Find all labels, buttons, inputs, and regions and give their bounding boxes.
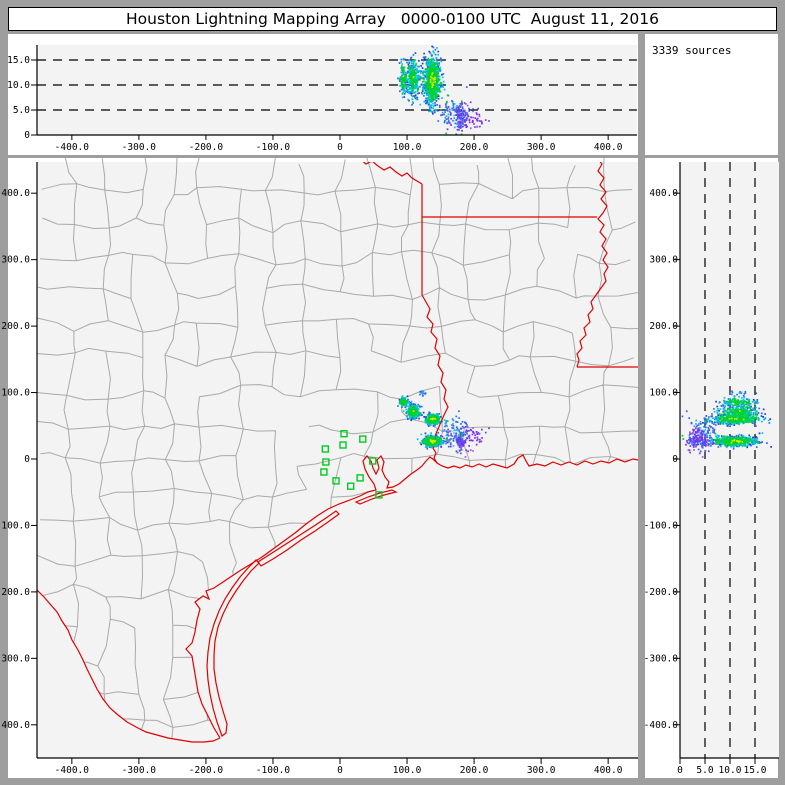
map-x-tick-label: -100.0 xyxy=(256,765,291,776)
axes-layer xyxy=(36,45,779,759)
ew-x-tick-label: -400.0 xyxy=(55,142,90,153)
ns-y-tick-label: 0 xyxy=(672,454,678,465)
map-x-tick-label: -300.0 xyxy=(122,765,157,776)
station-marker xyxy=(320,468,328,476)
station-marker xyxy=(332,477,340,485)
ew-x-tick-label: -300.0 xyxy=(122,142,157,153)
ew-altitude-plot-area xyxy=(37,45,637,135)
altitude-gridlines xyxy=(37,59,756,758)
ticks-layer xyxy=(31,59,756,764)
map-y-tick-label: 300.0 xyxy=(1,255,30,266)
lightning-points xyxy=(681,398,759,447)
ns-x-tick-label: 0 xyxy=(677,765,683,776)
ew-x-tick-label: 200.0 xyxy=(460,142,489,153)
lightning-points xyxy=(398,45,444,115)
map-x-tick-label: 100.0 xyxy=(393,765,422,776)
state-borders-layer xyxy=(37,162,638,743)
map-y-tick-label: -100.0 xyxy=(0,520,30,531)
tick-labels-layer: -400.0 -400.0 -300.0 -300.0 -200.0 -200.0 -100… xyxy=(0,55,767,776)
matagorda-island xyxy=(257,510,340,567)
ns-y-tick-label: -400.0 xyxy=(644,720,679,731)
station-marker xyxy=(347,482,355,490)
map-y-tick-label: 100.0 xyxy=(1,388,30,399)
station-marker xyxy=(369,457,377,465)
ew-x-tick-label: -200.0 xyxy=(189,142,224,153)
ew-x-tick-label: 300.0 xyxy=(527,142,556,153)
station-marker xyxy=(321,445,329,453)
station-marker xyxy=(375,491,383,499)
station-marker xyxy=(339,441,347,449)
ns-y-tick-label: 400.0 xyxy=(649,188,678,199)
stations-layer xyxy=(320,430,383,499)
map-x-tick-label: -200.0 xyxy=(189,765,224,776)
lightning-points-ns xyxy=(681,390,772,458)
lightning-points xyxy=(686,422,716,454)
lightning-points-ew xyxy=(397,45,490,135)
lightning-points xyxy=(422,74,462,118)
lightning-points xyxy=(399,398,463,447)
ns-x-tick-label: 5.0 xyxy=(696,765,713,776)
map-y-tick-label: 0 xyxy=(24,454,30,465)
lightning-points xyxy=(445,103,481,130)
map-x-tick-label: 200.0 xyxy=(460,765,489,776)
ns-altitude-plot-area xyxy=(680,162,779,758)
ns-x-tick-label: 15.0 xyxy=(744,765,767,776)
mississippi-river-border xyxy=(576,162,609,368)
lightning-points xyxy=(687,426,714,458)
window-title: Houston Lightning Mapping Array 0000-010… xyxy=(126,10,659,28)
galveston-island xyxy=(354,489,398,505)
sources-box: 3339 sources xyxy=(645,34,778,155)
map-y-tick-label: 200.0 xyxy=(1,321,30,332)
lightning-points xyxy=(688,392,741,447)
station-marker xyxy=(359,435,367,443)
lightning-points xyxy=(412,410,436,444)
lightning-points xyxy=(441,101,490,131)
ns-y-tick-label: -300.0 xyxy=(644,653,679,664)
ns-y-tick-label: 100.0 xyxy=(649,388,678,399)
map-y-tick-label: -200.0 xyxy=(0,587,30,598)
ew-y-tick-label: 5.0 xyxy=(13,105,30,116)
lightning-points xyxy=(728,410,745,444)
ns-x-tick-label: 10.0 xyxy=(719,765,742,776)
map-y-tick-label: 400.0 xyxy=(1,188,30,199)
red-river-border xyxy=(362,162,423,185)
ew-x-tick-label: -100.0 xyxy=(256,142,291,153)
ns-y-tick-label: -200.0 xyxy=(644,587,679,598)
ew-x-tick-label: 400.0 xyxy=(594,142,623,153)
ns-y-tick-label: 200.0 xyxy=(649,321,678,332)
ew-y-tick-label: 15.0 xyxy=(7,55,30,66)
title-bar: Houston Lightning Mapping Array 0000-010… xyxy=(8,7,777,31)
plan-view-plot-area xyxy=(37,162,638,758)
station-marker xyxy=(356,474,364,482)
ew-y-tick-label: 10.0 xyxy=(7,80,30,91)
ew-x-tick-label: 100.0 xyxy=(393,142,422,153)
ns-y-tick-label: 300.0 xyxy=(649,255,678,266)
ew-x-tick-label: 0 xyxy=(337,142,343,153)
lightning-points xyxy=(399,57,463,135)
station-marker xyxy=(322,458,330,466)
gulf-coastline xyxy=(185,454,638,739)
lightning-points-map xyxy=(397,390,490,458)
map-y-tick-label: -400.0 xyxy=(0,720,30,731)
map-x-tick-label: 400.0 xyxy=(594,765,623,776)
map-y-tick-label: -300.0 xyxy=(0,653,30,664)
map-x-tick-label: 0 xyxy=(337,765,343,776)
lightning-points xyxy=(688,437,712,449)
station-marker xyxy=(340,430,348,438)
ns-y-tick-label: -100.0 xyxy=(644,520,679,531)
rio-grande-border xyxy=(37,589,221,743)
lightning-points xyxy=(455,428,483,448)
map-x-tick-label: -400.0 xyxy=(55,765,90,776)
lightning-points xyxy=(412,72,436,88)
ew-y-tick-label: 0 xyxy=(24,130,30,141)
lightning-points xyxy=(422,391,462,436)
sources-count-label: 3339 sources xyxy=(652,44,732,57)
map-x-tick-label: 300.0 xyxy=(527,765,556,776)
